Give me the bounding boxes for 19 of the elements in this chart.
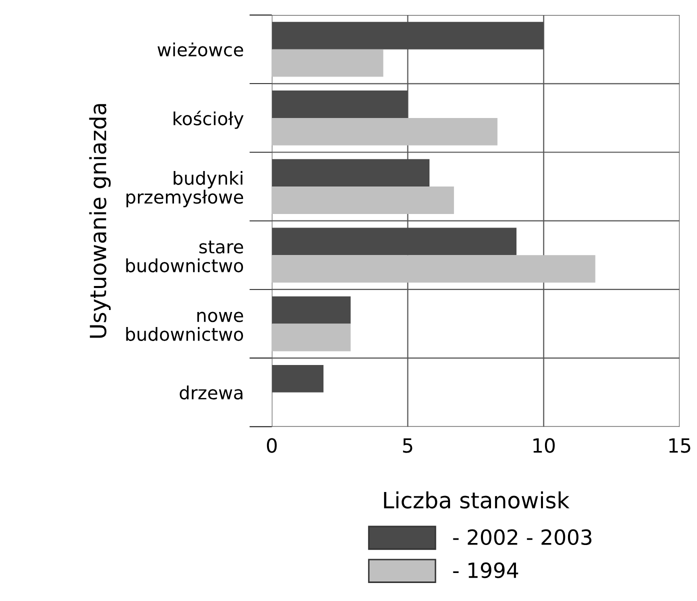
y-tick-label: drzewa: [180, 386, 242, 400]
x-tick-label: 5: [403, 438, 412, 453]
bar: [272, 118, 498, 146]
y-tick-label: kościoły: [174, 110, 244, 129]
x-tick-label: 0: [266, 438, 277, 453]
y-axis-title: Usytuowanie gniazda: [89, 104, 111, 338]
legend-label: - 1994: [453, 562, 518, 578]
bar: [272, 324, 351, 352]
y-tick-label: wieżowce: [158, 42, 244, 56]
x-tick-label: 10: [533, 438, 555, 453]
legend-label: - 2002 - 2003: [453, 529, 592, 546]
x-axis-title: Liczba stanowisk: [384, 491, 570, 509]
y-tick-label: stare budownictwo: [126, 240, 244, 272]
y-tick-label: budynki przemysłowe: [126, 170, 244, 208]
bar: [272, 186, 454, 214]
bar: [272, 49, 384, 77]
x-tick-label: 15: [669, 438, 690, 453]
y-tick-label: nowe budownictwo: [126, 312, 244, 342]
bar: [272, 255, 596, 283]
